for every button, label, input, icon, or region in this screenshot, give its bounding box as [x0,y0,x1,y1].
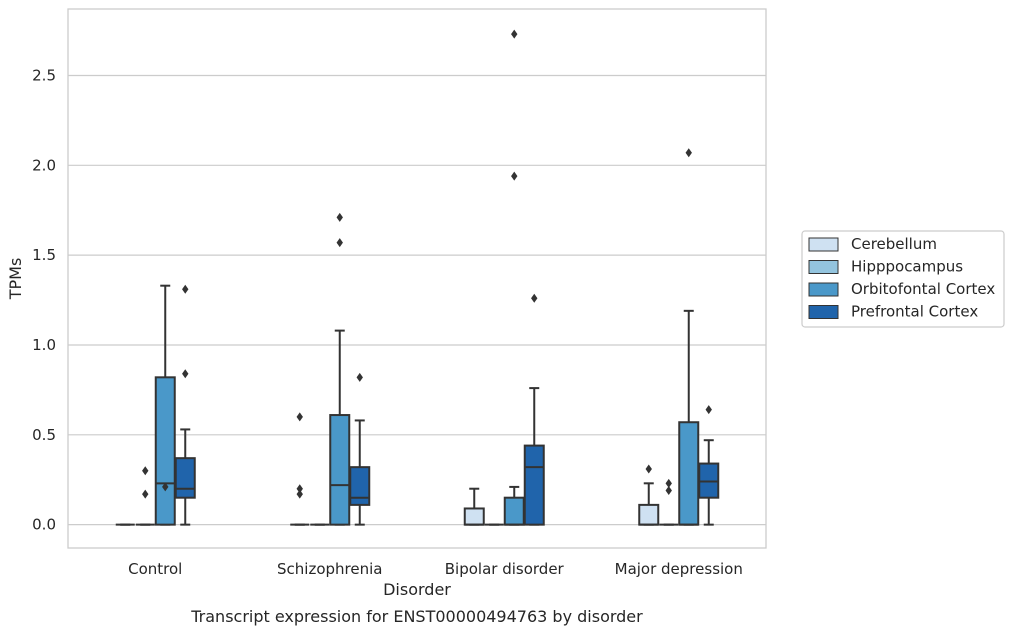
y-tick-label: 2.5 [32,66,56,84]
y-axis-ticks: 0.0 0.5 1.0 1.5 2.0 2.5 [32,66,56,533]
outlier-point [296,489,303,499]
outlier-point [182,369,189,379]
y-tick-label: 1.5 [32,246,56,264]
outlier-point [142,489,149,499]
box-plots [115,29,720,526]
legend-swatch [808,237,839,252]
legend-swatch [808,282,839,297]
x-tick-label: Major depression [615,560,743,578]
x-tick-label: Schizophrenia [277,560,382,578]
outlier-point [511,171,518,181]
x-axis-ticks: Control Schizophrenia Bipolar disorder Majo… [128,560,743,578]
outlier-point [296,484,303,494]
box-iqr [523,444,545,526]
box-iqr [154,376,176,526]
x-axis-label: Disorder [383,580,451,599]
box-iqr [349,466,371,506]
box [154,284,176,526]
x-tick-label: Bipolar disorder [445,560,565,578]
box-iqr [463,507,485,526]
legend-frame [801,230,1005,328]
x-tick-label: Control [128,560,182,578]
box [463,487,485,526]
outlier-point [665,478,672,488]
outlier-point [162,482,169,492]
legend: Cerebellum Hipppocampus Orbitofontal Corte… [801,230,1005,328]
outlier-point [336,212,343,222]
outlier-point [356,372,363,382]
box [349,372,371,526]
box-iqr [329,414,351,526]
chart-title: Transcript expression for ENST0000049476… [190,607,643,626]
box [678,148,700,526]
y-tick-label: 0.5 [32,426,56,444]
outlier-point [685,148,692,158]
box [523,293,545,526]
box-iqr [503,496,525,526]
y-tick-label: 0.0 [32,516,56,534]
box [174,284,196,526]
legend-swatch [808,260,839,274]
box [638,464,660,526]
plot-frame [67,8,767,549]
box-iqr [638,503,660,526]
box [290,412,310,526]
legend-label: Prefrontal Cortex [851,303,978,321]
y-tick-label: 2.0 [32,156,56,174]
outlier-point [645,464,652,474]
y-tick-label: 1.0 [32,336,56,354]
box [503,29,525,526]
legend-label: Orbitofontal Cortex [851,280,995,298]
outlier-point [336,238,343,248]
y-axis-label: TPMs [6,258,25,301]
box-iqr [678,421,700,526]
box [329,212,351,526]
outlier-point [296,412,303,422]
outlier-point [142,466,149,476]
legend-swatch [808,305,839,319]
box [659,478,679,526]
box [135,466,155,526]
outlier-point [531,293,538,303]
box [698,405,720,526]
outlier-point [511,29,518,39]
outlier-point [665,486,672,496]
legend-label: Hipppocampus [851,258,963,276]
legend-label: Cerebellum [851,235,937,253]
outlier-point [705,405,712,415]
outlier-point [182,284,189,294]
box-iqr [174,457,196,499]
